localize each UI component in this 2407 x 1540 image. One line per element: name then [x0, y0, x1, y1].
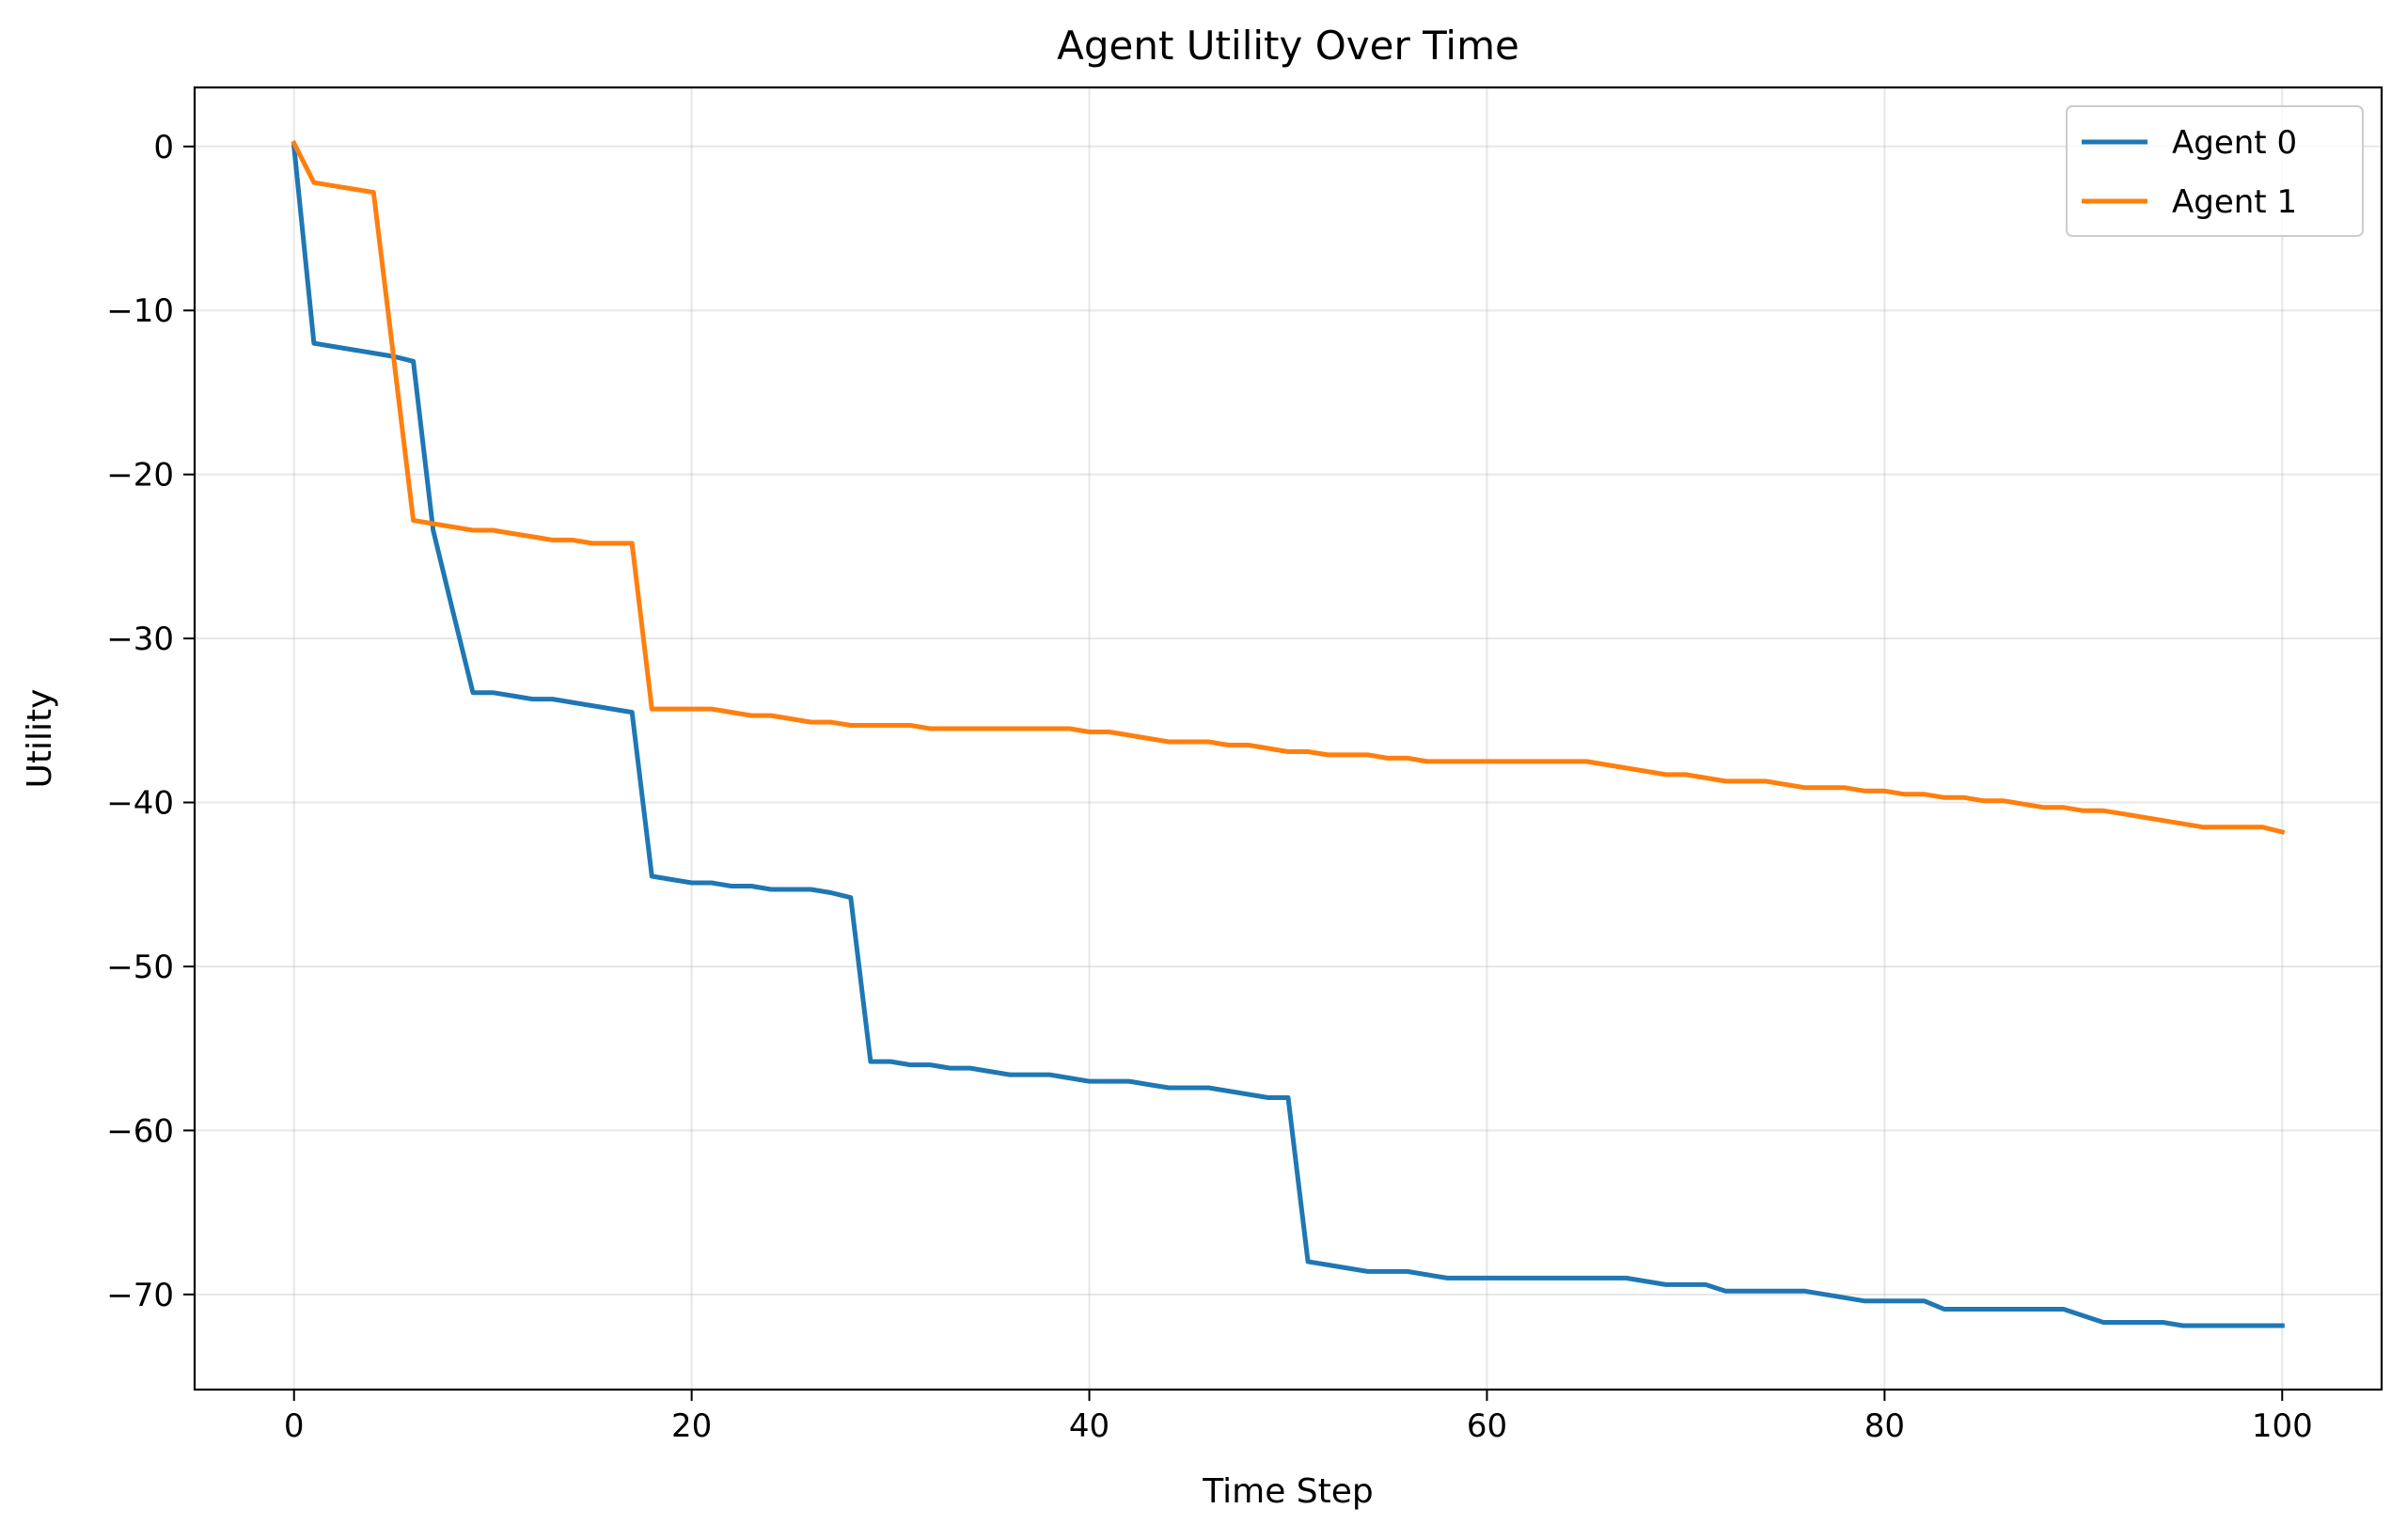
- y-tick-label: −40: [106, 785, 174, 823]
- legend-label-agent-1: Agent 1: [2172, 183, 2297, 221]
- x-tick-label: 40: [1069, 1407, 1109, 1445]
- x-tick-label: 80: [1864, 1407, 1905, 1445]
- x-tick-label: 0: [284, 1407, 305, 1445]
- y-tick-label: −60: [106, 1112, 174, 1150]
- y-tick-label: 0: [153, 129, 174, 166]
- series-line-agent-0: [291, 144, 2285, 1328]
- series-lines: [291, 139, 2286, 1328]
- x-tick-label: 100: [2252, 1407, 2313, 1445]
- y-tick-label: −10: [106, 292, 174, 330]
- chart-title: Agent Utility Over Time: [1057, 23, 1519, 69]
- legend: Agent 0 Agent 1: [2066, 105, 2364, 237]
- plot-frame: [193, 86, 2383, 1391]
- legend-label-agent-0: Agent 0: [2172, 124, 2297, 162]
- series-line-agent-1: [291, 139, 2286, 835]
- y-tick-label: −30: [106, 621, 174, 658]
- axis-ticks: 0 20 40 60 80 100 0 −10 −20 −30 −40 −50 −60 −70: [106, 129, 2312, 1445]
- x-tick-label: 60: [1467, 1407, 1507, 1445]
- y-tick-label: −20: [106, 457, 174, 495]
- y-tick-label: −70: [106, 1277, 174, 1314]
- y-tick-label: −50: [106, 949, 174, 986]
- y-axis-title: Utility: [21, 689, 59, 789]
- x-tick-label: 20: [671, 1407, 712, 1445]
- x-axis-title: Time Step: [1202, 1472, 1374, 1511]
